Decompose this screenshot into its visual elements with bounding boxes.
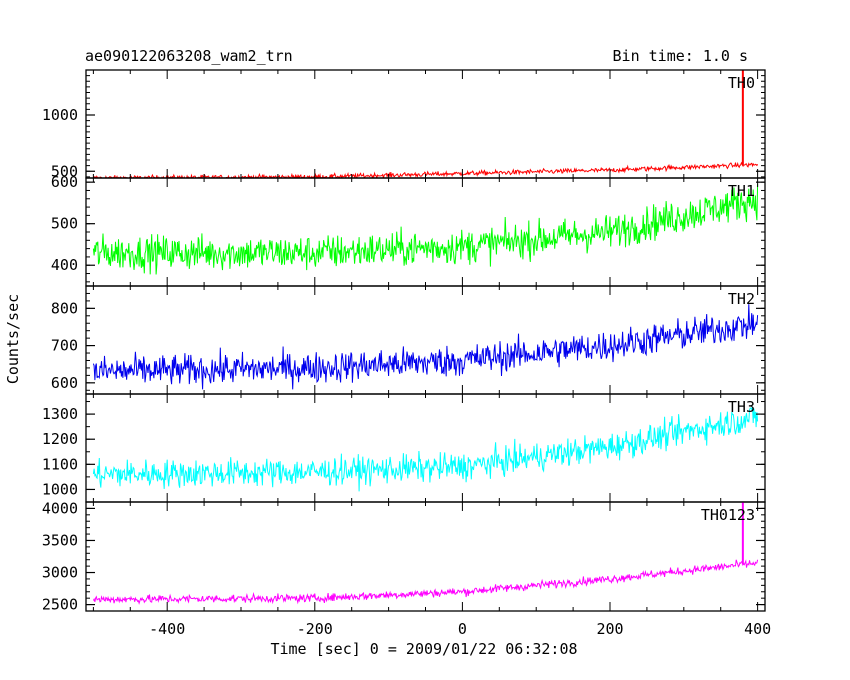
panel-label-th3: TH3 [728, 398, 755, 416]
panel-frame [85, 393, 766, 503]
y-axis-label: Counts/sec [4, 294, 22, 384]
panel-frame [85, 501, 766, 612]
x-tick-label: -400 [149, 620, 185, 638]
chart-title: ae090122063208_wam2_trn [85, 47, 293, 65]
y-tick-label: 1000 [42, 480, 78, 498]
series-line-th2 [92, 304, 759, 390]
panel-th1: 400 500 600 TH1 [51, 173, 766, 287]
y-tick-label: 600 [51, 374, 78, 392]
x-axis-ticks: -400 -200 0 200 400 [149, 620, 771, 638]
y-tick-label: 600 [51, 173, 78, 191]
panel-th3: 1000 1100 1200 1300 TH3 [42, 393, 766, 503]
panel-frame [85, 285, 766, 395]
bin-time-label: Bin time: 1.0 s [613, 47, 748, 65]
y-tick-label: 2500 [42, 596, 78, 614]
series-line-th1 [92, 184, 759, 275]
y-tick-label: 4000 [42, 499, 78, 517]
y-tick-label: 500 [51, 162, 78, 180]
x-tick-label: -200 [297, 620, 333, 638]
x-tick-label: 400 [744, 620, 771, 638]
y-tick-label: 1300 [42, 405, 78, 423]
panel-label-th2: TH2 [728, 290, 755, 308]
y-tick-label: 3500 [42, 531, 78, 549]
y-tick-label: 1200 [42, 430, 78, 448]
y-tick-label: 1100 [42, 455, 78, 473]
panel-label-th0123: TH0123 [701, 506, 755, 524]
panel-th0: 500 1000 TH0 [42, 69, 766, 180]
y-tick-label: 400 [51, 256, 78, 274]
panel-frame [85, 69, 766, 179]
y-tick-label: 1000 [42, 106, 78, 124]
panel-th2: 600 700 800 TH2 [51, 285, 766, 395]
panel-th0123: 2500 3000 3500 4000 TH0123 [42, 499, 766, 614]
panel-label-th1: TH1 [728, 182, 755, 200]
y-tick-label: 700 [51, 337, 78, 355]
x-axis-label: Time [sec] 0 = 2009/01/22 06:32:08 [270, 640, 577, 658]
panel-label-th0: TH0 [728, 74, 755, 92]
x-tick-label: 200 [596, 620, 623, 638]
series-line-th0123 [92, 559, 759, 605]
panel-frame [85, 177, 766, 287]
y-tick-label: 3000 [42, 564, 78, 582]
series-line-th3 [92, 406, 759, 492]
y-tick-label: 500 [51, 215, 78, 233]
y-tick-label: 800 [51, 299, 78, 317]
x-tick-label: 0 [458, 620, 467, 638]
